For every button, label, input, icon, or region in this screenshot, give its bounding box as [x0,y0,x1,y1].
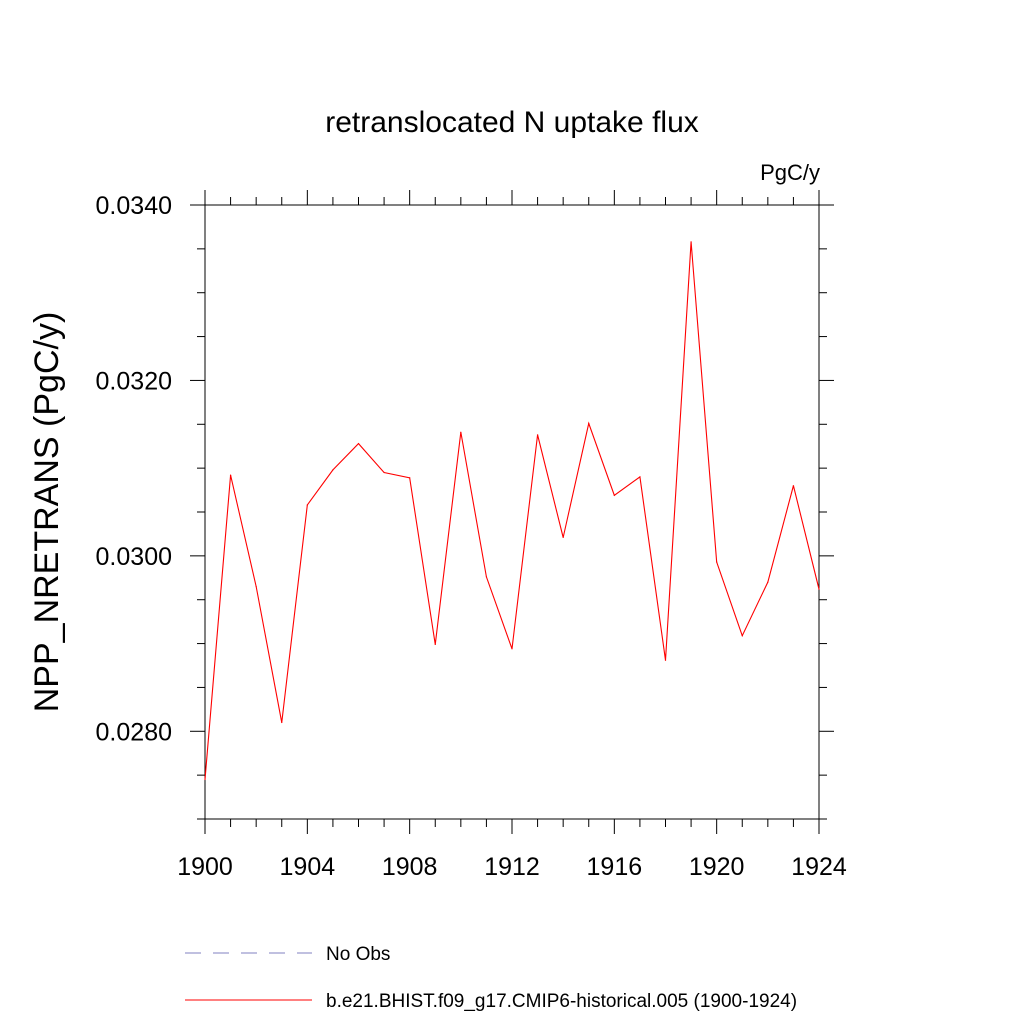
data-point [511,648,513,650]
data-point [613,494,615,496]
y-tick-labels: 0.0280 0.0300 0.0320 0.0340 [96,192,172,746]
units-label: PgC/y [760,160,820,185]
data-point [255,585,257,588]
data-point [204,778,206,781]
y-tick-label: 0.0340 [96,192,172,220]
data-point [562,536,564,539]
y-tick-label: 0.0300 [96,543,172,571]
x-tick-label: 1924 [791,853,847,881]
data-point [818,588,820,590]
series-line [204,241,820,780]
data-point [536,434,539,436]
data-point [229,474,232,476]
data-point [332,469,334,471]
axis-ticks [190,190,834,834]
x-tick-label: 1908 [382,853,438,881]
data-point [690,241,692,243]
data-point [767,581,769,583]
legend-label: b.e21.BHIST.f09_g17.CMIP6-historical.005… [326,991,797,1012]
legend-label: No Obs [326,944,390,965]
data-point [306,504,308,506]
data-point [460,431,462,433]
chart-title: retranslocated N uptake flux [325,106,699,139]
data-point [639,476,641,478]
data-point [281,721,283,724]
x-tick-labels: 1900 1904 1908 1912 1916 1920 1924 [177,853,847,881]
data-point [383,471,385,474]
y-axis-label: NPP_NRETRANS (PgC/y) [28,312,66,713]
plot-frame [204,204,820,820]
data-point [664,659,667,661]
legend: No Obs b.e21.BHIST.f09_g17.CMIP6-historic… [185,944,797,1012]
data-point [792,485,795,487]
x-tick-label: 1912 [484,853,540,881]
data-point [716,561,718,563]
data-point [485,576,488,578]
x-tick-label: 1916 [587,853,643,881]
data-point [741,635,743,637]
data-point [357,442,360,445]
series-group [204,241,820,781]
x-tick-label: 1904 [280,853,336,881]
x-tick-label: 1920 [689,853,745,881]
data-point [588,422,590,425]
x-tick-label: 1900 [177,853,233,881]
y-tick-label: 0.0280 [96,718,172,746]
data-point [434,643,436,646]
y-tick-label: 0.0320 [96,367,172,395]
data-point [409,477,411,479]
